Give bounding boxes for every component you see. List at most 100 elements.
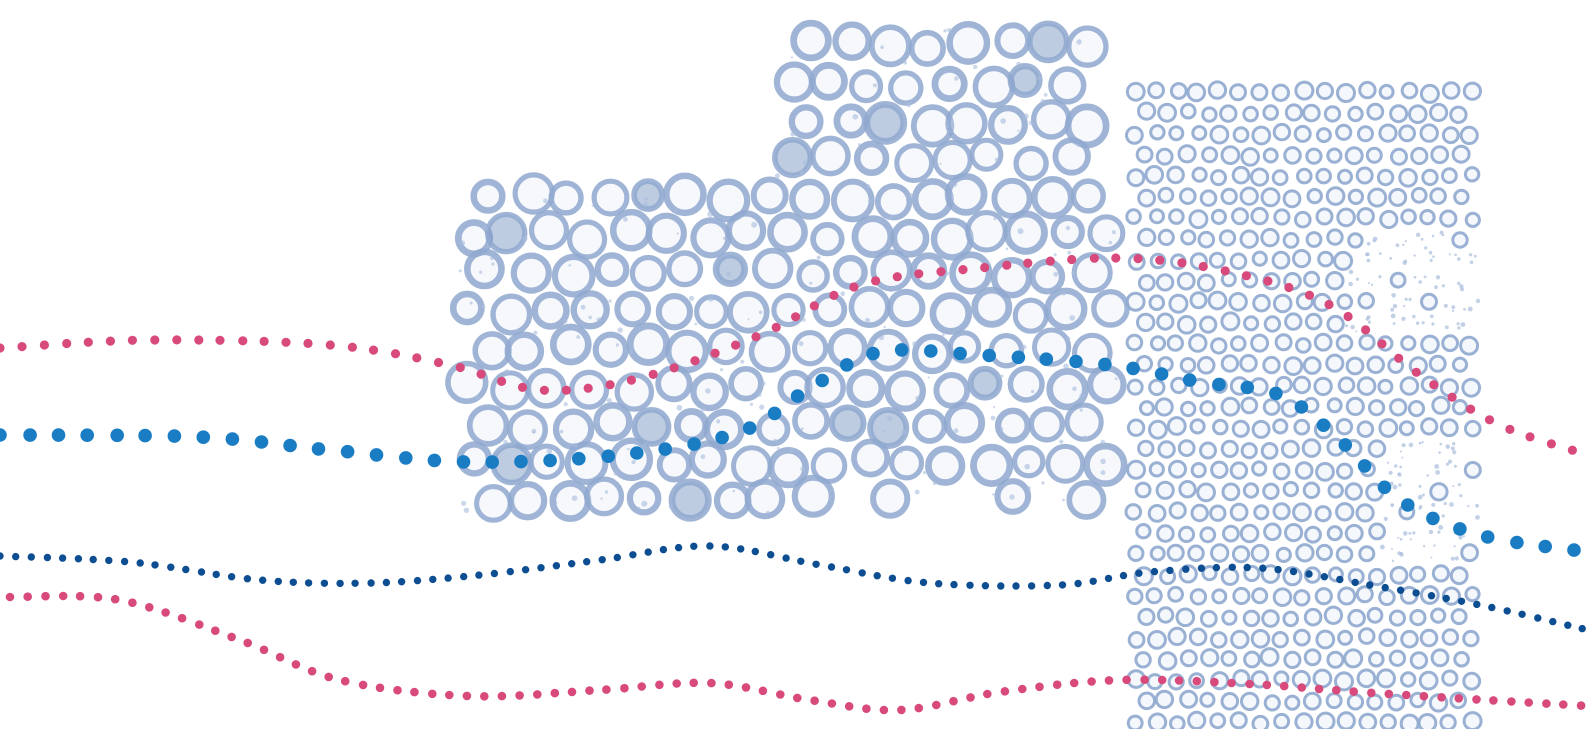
cell-ring: [931, 65, 968, 103]
cell-ring-small: [1272, 418, 1289, 435]
navy-dot: [89, 555, 97, 564]
cell-ring-small: [1243, 315, 1260, 332]
speckle: [757, 375, 760, 379]
cell-ring-small: [1179, 649, 1198, 668]
cell-ring: [712, 251, 749, 287]
speckle: [1007, 92, 1012, 97]
navy-dot: [460, 572, 468, 581]
cell-ring-small: [1260, 442, 1279, 460]
blue-dot: [1567, 543, 1581, 557]
speckle: [1401, 316, 1406, 321]
cell-ring: [631, 406, 672, 447]
cell-ring-small: [1462, 629, 1480, 648]
cell-ring-small: [1464, 211, 1481, 228]
pink-dot: [194, 335, 204, 345]
cell-ring: [790, 19, 832, 62]
cell-ring-small: [1260, 227, 1280, 248]
navy-dot: [74, 555, 83, 563]
speckle: [1430, 314, 1434, 319]
blue-dot: [982, 348, 996, 363]
cell-ring: [870, 478, 911, 519]
cell-ring: [771, 137, 814, 179]
cell-ring-small: [1379, 713, 1397, 729]
speckle: [1027, 486, 1031, 490]
cell-ring: [1007, 365, 1045, 403]
pink-dot: [412, 353, 422, 363]
pink-dot: [93, 592, 103, 602]
speckle: [1345, 324, 1349, 328]
speckle: [1348, 281, 1353, 287]
cell-ring-small: [1178, 480, 1197, 499]
navy-dot: [1182, 565, 1190, 573]
cell-ring-small: [1451, 231, 1469, 249]
speckle: [1059, 439, 1064, 444]
navy-dot: [966, 581, 974, 589]
pink-dot: [827, 699, 837, 708]
blue-dot: [1357, 459, 1372, 473]
speckle: [479, 270, 483, 274]
pink-dot: [689, 678, 698, 688]
cell-ring-small: [1136, 312, 1156, 333]
speckle: [1453, 464, 1457, 468]
pink-dot: [829, 290, 839, 300]
pink-dot: [1507, 697, 1516, 706]
navy-dot: [336, 579, 344, 588]
speckle: [627, 447, 630, 451]
navy-dot: [812, 560, 820, 568]
speckle: [761, 381, 766, 386]
navy-dot: [537, 564, 545, 572]
navy-dot: [444, 574, 452, 582]
speckle: [576, 335, 581, 339]
speckle: [749, 402, 754, 406]
cell-ring: [867, 406, 910, 450]
cell-ring-small: [1420, 334, 1440, 355]
pink-dot: [1089, 253, 1099, 263]
cell-ring-small: [1260, 187, 1281, 208]
navy-dot: [767, 551, 775, 559]
cell-ring-small: [1293, 628, 1311, 647]
cell-ring-small: [1179, 187, 1197, 205]
cell-ring: [930, 217, 974, 261]
cell-ring: [592, 331, 629, 368]
pink-dot: [567, 687, 577, 697]
cell-ring-small: [1134, 481, 1152, 499]
cell-ring-small: [1356, 207, 1375, 226]
cell-ring-small: [1430, 648, 1450, 668]
speckle: [1390, 307, 1395, 312]
cell-ring-small: [1199, 526, 1217, 544]
speckle: [740, 359, 745, 364]
speckle: [1434, 464, 1440, 469]
cell-ring-small: [1187, 544, 1205, 563]
navy-dot: [706, 542, 714, 550]
navy-dot: [1564, 621, 1572, 629]
blue-dot: [1480, 530, 1495, 544]
pink-dot: [914, 703, 924, 713]
speckle: [898, 74, 901, 77]
navy-dot: [827, 563, 836, 571]
cell-ring-small: [1262, 147, 1279, 164]
speckle: [1389, 257, 1393, 260]
pink-dot: [307, 666, 317, 676]
speckle: [552, 446, 556, 449]
pink-dot: [291, 660, 301, 669]
speckle: [765, 510, 771, 516]
cell-ring-small: [1347, 608, 1366, 628]
pink-dot: [620, 683, 629, 693]
navy-dot: [58, 554, 67, 562]
speckle: [676, 404, 683, 411]
speckle: [555, 501, 558, 504]
speckle: [1448, 253, 1451, 256]
speckle: [800, 427, 804, 431]
navy-dot: [429, 575, 437, 584]
pink-dot: [1000, 687, 1010, 696]
cell-ring-small: [1177, 144, 1197, 164]
pink-dot: [1035, 682, 1044, 692]
pink-dot: [497, 376, 507, 386]
cell-ring-small: [1191, 125, 1208, 141]
cell-ring-small: [1367, 567, 1387, 587]
cell-ring: [944, 172, 988, 216]
navy-dot: [43, 553, 52, 562]
cell-ring-small: [1418, 670, 1439, 691]
cell-ring-small: [1366, 606, 1384, 624]
cell-ring-small: [1166, 543, 1185, 562]
